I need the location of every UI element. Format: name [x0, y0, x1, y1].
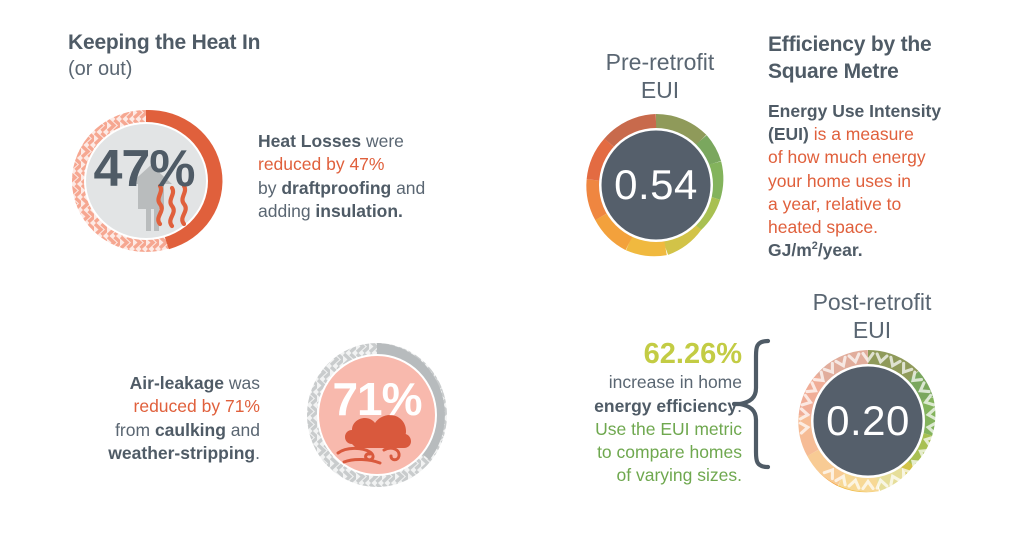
post-retrofit-gauge: 0.20 — [795, 348, 941, 494]
page-title: Keeping the Heat In — [68, 31, 261, 54]
increase-line-3: Use the EUI metric — [595, 418, 742, 439]
increase-line-4: to compare homes — [597, 442, 742, 463]
post-retrofit-title-line-2: EUI — [852, 317, 892, 344]
air-leakage-caption-line-2: reduced by 71% — [133, 396, 260, 417]
heat-losses-caption-line-1-strong: Heat Losses — [258, 131, 362, 151]
post-retrofit-title-line-1: Post-retrofit — [812, 289, 932, 315]
efficiency-units-sup: 2 — [811, 240, 818, 253]
air-leakage-caption-line-4-strong: weather-stripping — [108, 442, 256, 463]
air-leakage-caption-line-1: Air-leakage was — [60, 372, 260, 395]
increase-line-1: increase in home — [608, 372, 742, 393]
efficiency-body-line-2: (EUI) is a measure — [768, 123, 983, 146]
efficiency-units-pre: GJ/m — [768, 240, 812, 261]
efficiency-title-line-1: Efficiency by the — [768, 33, 932, 56]
increase-percent: 62.26% — [643, 338, 742, 370]
air-leakage-caption-line-3-post: and — [225, 419, 260, 440]
house-heat-icon — [130, 165, 188, 231]
heat-losses-caption-line-1-rest: were — [361, 131, 404, 151]
curly-brace — [731, 338, 772, 470]
heat-losses-caption-line-2: reduced by 47% — [258, 154, 385, 175]
efficiency-body-line-4: your home uses in — [768, 170, 911, 191]
page-subtitle: (or out) — [68, 57, 133, 80]
efficiency-body-strong: Energy Use Intensity — [768, 100, 942, 121]
pre-retrofit-inner-disc — [601, 130, 711, 240]
pre-retrofit-title-line-1: Pre-retrofit — [605, 49, 715, 75]
efficiency-body-line-3: of how much energy — [768, 147, 926, 168]
efficiency-body-paren: (EUI) — [768, 124, 809, 145]
efficiency-body-units: GJ/m2/year. — [768, 239, 983, 262]
heat-losses-caption-line-4-pre: adding — [258, 200, 316, 221]
post-retrofit-chevron-overlay — [798, 351, 938, 491]
post-retrofit-gauge-ring — [797, 349, 938, 493]
heat-losses-caption-line-1: Heat Losses were — [258, 130, 478, 153]
increase-line-2-strong: energy efficiency — [594, 395, 738, 416]
air-leakage-donut: 71% — [304, 340, 450, 490]
heat-losses-caption-line-3-post: and — [391, 177, 426, 198]
air-leakage-caption-line-4: weather-stripping. — [60, 442, 260, 465]
heat-losses-caption-line-4-strong: insulation. — [315, 200, 403, 221]
cloud-wind-icon — [336, 415, 411, 465]
efficiency-body-line-6: heated space. — [768, 217, 878, 238]
air-leakage-caption-line-4-post: . — [255, 442, 260, 463]
heat-losses-caption-line-3-pre: by — [258, 177, 282, 198]
pre-retrofit-title: Pre-retrofit EUI — [560, 48, 760, 104]
efficiency-title-line-2: Square Metre — [768, 59, 899, 83]
air-leakage-caption-line-3-pre: from — [115, 419, 155, 440]
increase-line-2: energy efficiency. — [520, 395, 742, 418]
efficiency-units-post: /year. — [817, 240, 863, 261]
air-leakage-caption-line-3: from caulking and — [60, 419, 260, 442]
air-leakage-inner-disc — [319, 356, 435, 474]
pre-retrofit-gauge: 0.54 — [583, 112, 729, 258]
post-retrofit-title: Post-retrofit EUI — [772, 288, 972, 344]
post-retrofit-inner-disc — [813, 366, 923, 476]
keeping-heat-heading-block: Keeping the Heat In (or out) — [68, 30, 368, 82]
air-leakage-caption-line-1-strong: Air-leakage — [129, 373, 225, 393]
efficiency-body-line-5: a year, relative to — [768, 193, 902, 214]
heat-losses-caption: Heat Losses were reduced by 47% by draft… — [258, 130, 478, 223]
pre-retrofit-title-line-2: EUI — [640, 77, 680, 104]
air-leakage-caption-line-1-rest: was — [224, 373, 260, 393]
air-leakage-caption: Air-leakage was reduced by 71% from caul… — [60, 372, 260, 465]
increase-panel: 62.26% increase in home energy efficienc… — [520, 338, 742, 488]
air-leakage-caption-line-3-strong: caulking — [154, 419, 226, 440]
efficiency-body-orange-1: is a measure — [808, 124, 914, 145]
efficiency-panel: Efficiency by the Square Metre Energy Us… — [768, 32, 983, 263]
heat-losses-caption-line-4: adding insulation. — [258, 200, 478, 223]
efficiency-body: Energy Use Intensity (EUI) is a measure … — [768, 100, 983, 263]
efficiency-units-text: GJ/m2/year. — [768, 240, 863, 260]
efficiency-title: Efficiency by the Square Metre — [768, 32, 983, 86]
heat-losses-donut: 47% — [68, 106, 224, 256]
heat-losses-caption-line-3: by draftproofing and — [258, 177, 478, 200]
efficiency-body-line-1: Energy Use Intensity — [768, 100, 983, 123]
pre-retrofit-gauge-ring — [586, 113, 724, 257]
increase-line-5: of varying sizes. — [616, 465, 742, 486]
heat-losses-caption-line-3-strong: draftproofing — [281, 177, 392, 198]
increase-body: increase in home energy efficiency. Use … — [520, 371, 742, 487]
